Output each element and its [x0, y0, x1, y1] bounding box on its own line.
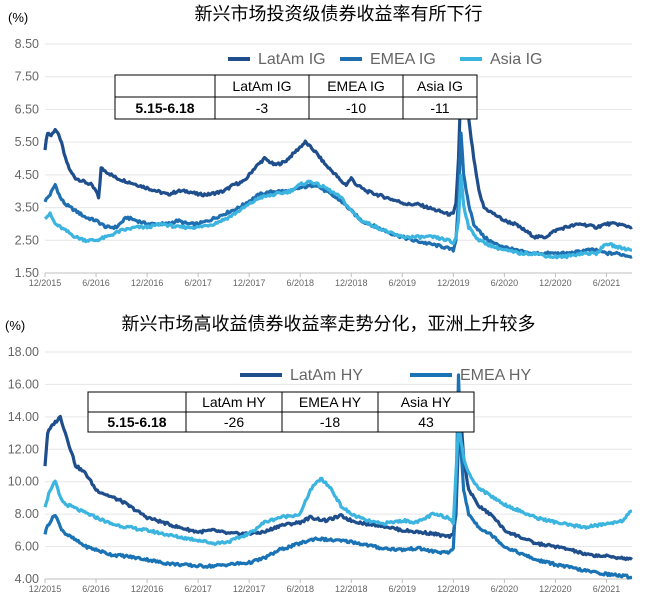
legend-label: Asia IG	[490, 51, 542, 68]
y-tick-label: 8.00	[15, 507, 39, 521]
x-tick-label: 6/2018	[286, 584, 314, 594]
x-tick-label: 6/2016	[82, 278, 110, 288]
y-tick-label: 2.50	[15, 233, 39, 247]
legend-label: LatAm HY	[290, 367, 363, 384]
x-tick-label: 6/2016	[82, 584, 110, 594]
chart-title: 新兴市场投资级债券收益率有所下行	[195, 4, 483, 25]
table-value: -10	[346, 100, 366, 116]
table-value: -26	[224, 414, 244, 430]
change-table: LatAm HY EMEA HY Asia HY 5.15-6.18 -26 -18 43	[87, 391, 475, 433]
x-tick-label: 12/2017	[233, 584, 266, 594]
table-header: EMEA IG	[327, 78, 385, 94]
series-line-emea-hy	[43, 373, 633, 580]
y-tick-label: 10.00	[8, 475, 39, 489]
x-tick-label: 12/2019	[437, 278, 470, 288]
x-tick-label: 6/2017	[184, 278, 212, 288]
y-tick-label: 18.00	[8, 345, 39, 359]
x-tick-label: 6/2021	[593, 584, 621, 594]
table-header: Asia HY	[401, 394, 452, 410]
series-line-asia-ig	[44, 173, 633, 260]
x-tick-label: 6/2019	[389, 584, 417, 594]
y-tick-label: 14.00	[8, 410, 39, 424]
x-tick-label: 6/2021	[593, 278, 621, 288]
table-header: LatAm IG	[232, 78, 291, 94]
y-tick-label: 4.50	[15, 168, 39, 182]
change-table: LatAm IG EMEA IG Asia IG 5.15-6.18 -3 -10 -11	[114, 74, 478, 120]
table-cell	[402, 96, 478, 120]
x-tick-label: 12/2017	[233, 278, 266, 288]
x-tick-label: 6/2019	[389, 278, 417, 288]
x-tick-label: 6/2020	[491, 278, 519, 288]
legend-label: EMEA IG	[370, 51, 436, 68]
x-tick-label: 12/2015	[29, 584, 62, 594]
table-value: 43	[418, 414, 434, 430]
chart-title: 新兴市场高收益债券收益率走势分化，亚洲上升较多	[122, 314, 536, 335]
y-tick-label: 12.00	[8, 442, 39, 456]
y-tick-label: 5.50	[15, 135, 39, 149]
table-value: -11	[430, 100, 449, 116]
table-cell	[377, 411, 475, 433]
y-tick-label: 6.00	[15, 540, 39, 554]
x-tick-label: 12/2016	[131, 584, 164, 594]
legend-label: EMEA HY	[460, 367, 531, 384]
table-header: EMEA HY	[299, 394, 362, 410]
table-value: 5.15-6.18	[107, 414, 166, 430]
x-tick-label: 6/2017	[184, 584, 212, 594]
table-header: Asia IG	[417, 78, 463, 94]
y-tick-label: 16.00	[8, 377, 39, 391]
x-tick-label: 12/2020	[539, 278, 572, 288]
series-line-latam-hy	[43, 414, 633, 562]
legend-label: LatAm IG	[258, 51, 326, 68]
chart-1: 新兴市场投资级债券收益率有所下行 (%) 8.50 7.50 6.50 5.50 4.50 3…	[8, 4, 633, 288]
x-tick-label: 12/2020	[539, 584, 572, 594]
x-tick-label: 12/2018	[335, 278, 368, 288]
x-tick-label: 12/2019	[437, 584, 470, 594]
series-line-latam-ig	[43, 81, 633, 240]
y-unit-label: (%)	[5, 318, 25, 333]
x-tick-label: 12/2015	[29, 278, 62, 288]
table-value: -3	[256, 100, 269, 116]
y-unit-label: (%)	[8, 10, 28, 25]
series-line-asia-hy	[43, 424, 633, 547]
y-tick-label: 6.50	[15, 102, 39, 116]
x-tick-label: 12/2018	[335, 584, 368, 594]
x-tick-label: 6/2018	[286, 278, 314, 288]
y-tick-label: 7.50	[15, 70, 39, 84]
table-value: -18	[320, 414, 340, 430]
x-tick-label: 6/2020	[491, 584, 519, 594]
y-tick-label: 4.00	[15, 572, 39, 586]
table-value: 5.15-6.18	[135, 100, 194, 116]
y-tick-label: 8.50	[15, 37, 39, 51]
y-tick-label: 3.50	[15, 201, 39, 215]
x-tick-label: 12/2016	[131, 278, 164, 288]
chart-2: 新兴市场高收益债券收益率走势分化，亚洲上升较多 (%) 18.00 16.00 14.0…	[5, 314, 633, 594]
y-tick-label: 1.50	[15, 266, 39, 280]
table-header: LatAm HY	[202, 394, 266, 410]
